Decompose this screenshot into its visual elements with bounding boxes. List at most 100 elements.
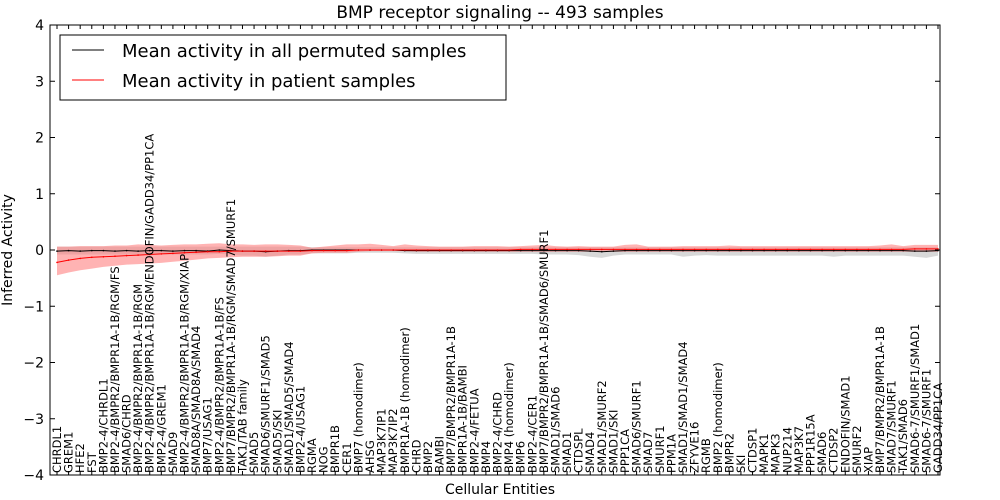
point-series-0 bbox=[519, 249, 522, 252]
x-tick-label: SMAD1/SMAD1/SMAD4 bbox=[676, 341, 690, 473]
point-series-1 bbox=[751, 248, 754, 251]
legend: Mean activity in all permuted samples Me… bbox=[59, 34, 507, 101]
point-series-1 bbox=[253, 250, 255, 252]
point-series-1 bbox=[508, 249, 510, 251]
x-tick-label: BMP7/USAG1 bbox=[201, 397, 215, 473]
point-series-0 bbox=[717, 249, 719, 252]
point-series-1 bbox=[369, 249, 371, 251]
point-series-0 bbox=[809, 249, 812, 252]
point-series-1 bbox=[438, 249, 441, 251]
x-tick-label: AHSG bbox=[363, 440, 377, 473]
x-tick-label: SMURF1 bbox=[653, 425, 667, 473]
y-tick-label: −1 bbox=[23, 299, 44, 315]
y-tick-label: 4 bbox=[35, 18, 44, 34]
point-series-1 bbox=[624, 248, 626, 251]
point-series-0 bbox=[925, 250, 928, 252]
point-series-1 bbox=[531, 248, 534, 251]
x-tick-label: TAK1/SMAD6 bbox=[896, 399, 910, 474]
point-series-1 bbox=[682, 248, 684, 251]
point-series-1 bbox=[137, 254, 139, 256]
x-tick-label: MAP3K7IP2 bbox=[386, 408, 400, 473]
x-tick-label: BMPR1A-1B (homodimer) bbox=[398, 327, 412, 473]
x-tick-label: MAP3K7IP1 bbox=[375, 408, 389, 473]
point-series-0 bbox=[856, 249, 858, 252]
point-series-1 bbox=[160, 253, 163, 255]
point-series-1 bbox=[230, 250, 232, 252]
point-series-1 bbox=[473, 249, 476, 251]
point-series-1 bbox=[879, 248, 881, 251]
x-tick-label: BMPR2 bbox=[722, 433, 736, 473]
y-tick-label: 1 bbox=[35, 187, 44, 203]
x-tick-label: BMP2-4/USAG1 bbox=[293, 386, 307, 473]
point-series-1 bbox=[832, 248, 835, 251]
y-tick-label: −3 bbox=[23, 412, 44, 428]
x-tick-label: BMPR1A-1B/BAMBI bbox=[456, 365, 470, 473]
x-tick-label: ENDOFIN/SMAD1 bbox=[838, 375, 852, 473]
point-series-0 bbox=[56, 250, 58, 252]
point-series-0 bbox=[67, 249, 70, 252]
x-tick-label: BMP2-4/GREM1 bbox=[154, 384, 168, 473]
x-tick-label: MAPK3 bbox=[769, 433, 783, 473]
point-series-0 bbox=[160, 249, 163, 252]
point-series-1 bbox=[647, 248, 649, 251]
x-tick-label: GADD34/PP1CA bbox=[931, 383, 945, 473]
point-series-1 bbox=[183, 252, 186, 254]
point-series-0 bbox=[693, 249, 696, 252]
point-series-1 bbox=[461, 249, 464, 251]
x-tick-label: BMP7/BMPR2/BMPR1A-1B bbox=[873, 326, 887, 473]
point-series-0 bbox=[577, 249, 580, 252]
x-tick-label: SMAD1/SMAD5/SMAD4 bbox=[282, 341, 296, 473]
x-tick-label: PPP1R15A bbox=[804, 414, 818, 473]
x-tick-label: SMURF2 bbox=[850, 425, 864, 473]
legend-label-patient: Mean activity in patient samples bbox=[122, 71, 416, 92]
point-series-1 bbox=[218, 250, 221, 253]
x-tick-label: NUP214 bbox=[780, 427, 794, 473]
point-series-0 bbox=[589, 250, 591, 252]
point-series-0 bbox=[195, 249, 197, 252]
point-series-1 bbox=[914, 248, 916, 250]
point-series-1 bbox=[902, 248, 904, 251]
point-series-1 bbox=[276, 250, 279, 252]
point-series-0 bbox=[137, 250, 139, 252]
x-tick-label: SMAD6-7/SMURF1/SMAD1 bbox=[908, 324, 922, 473]
point-series-1 bbox=[659, 248, 661, 251]
point-series-1 bbox=[56, 261, 58, 264]
x-tick-label: CHRD bbox=[409, 439, 423, 473]
point-series-0 bbox=[914, 250, 916, 252]
point-series-0 bbox=[659, 249, 661, 252]
x-tick-label: BMP2-4/BMPR2/BMPR1A-1B/FS bbox=[212, 297, 226, 473]
x-tick-label: SMAD1/SKI bbox=[606, 410, 620, 473]
x-tick-label: SMAD1/SMURF2 bbox=[595, 380, 609, 473]
point-series-1 bbox=[937, 248, 939, 250]
point-series-1 bbox=[740, 248, 742, 251]
x-tick-label: BMPR1B bbox=[328, 425, 342, 473]
point-series-1 bbox=[195, 251, 197, 254]
point-series-0 bbox=[670, 249, 673, 252]
x-ticks bbox=[56, 25, 939, 475]
point-series-0 bbox=[832, 249, 835, 252]
x-tick-label: SMAD6/SMURF1 bbox=[630, 380, 644, 473]
point-series-1 bbox=[890, 248, 893, 251]
point-series-0 bbox=[218, 249, 221, 251]
x-tick-label: PPM1A bbox=[664, 434, 678, 473]
x-tick-label: SMAD8A/SMAD8A/SMAD4 bbox=[189, 326, 203, 473]
x-tick-label: PPP1CA bbox=[618, 429, 632, 473]
point-series-0 bbox=[601, 250, 603, 253]
series-lines bbox=[56, 248, 939, 264]
point-series-1 bbox=[601, 248, 603, 251]
point-series-0 bbox=[554, 249, 557, 252]
point-series-0 bbox=[79, 250, 81, 252]
x-tick-label: SMAD5 bbox=[247, 432, 261, 473]
x-tick-label: BMP2-4/BMPR2/BMPR1A-1B/RGM/ENDOFIN/GADD3… bbox=[143, 134, 157, 473]
point-series-0 bbox=[890, 249, 893, 252]
y-tick-label: −4 bbox=[23, 468, 44, 484]
x-tick-label: BMP4 (homodimer) bbox=[502, 362, 516, 473]
x-tick-label: BMP7/BMPR2/BMPR1A-1B bbox=[444, 326, 458, 473]
point-series-1 bbox=[299, 250, 302, 252]
y-tick-label: 3 bbox=[35, 74, 44, 90]
x-tick-label: SMAD6 bbox=[815, 432, 829, 473]
point-series-1 bbox=[415, 249, 418, 251]
point-series-1 bbox=[485, 249, 487, 251]
point-series-0 bbox=[102, 249, 105, 252]
